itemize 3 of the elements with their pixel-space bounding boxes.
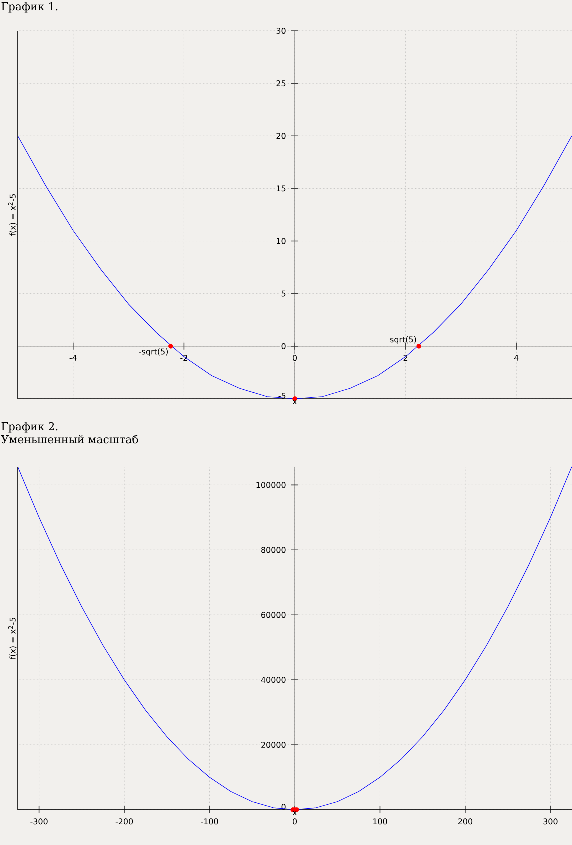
chart-subtitle: Уменьшенный масштаб xyxy=(1,434,138,444)
chart-title: График 1. xyxy=(2,2,58,13)
chart-title: График 2. xyxy=(2,422,58,433)
